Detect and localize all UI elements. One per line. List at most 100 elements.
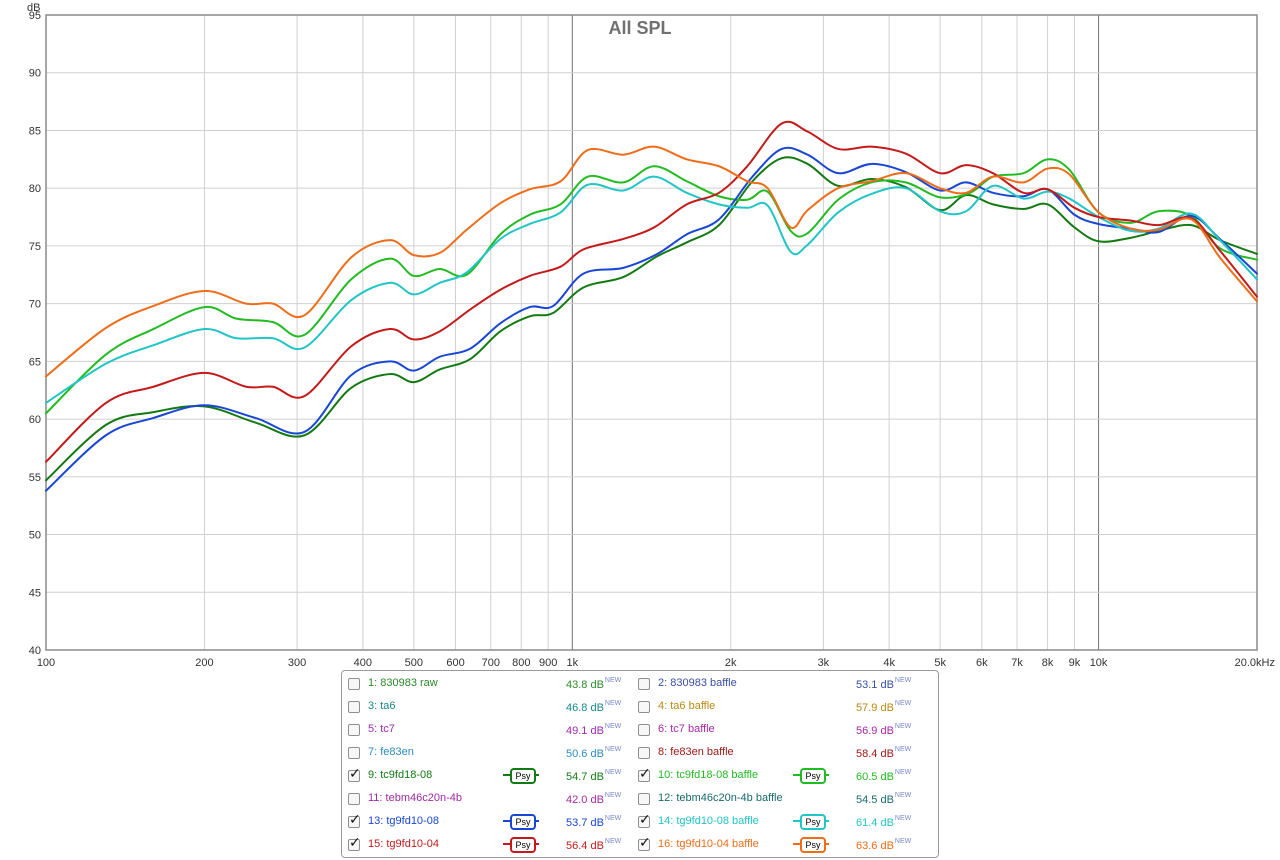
x-tick-label: 6k: [976, 657, 988, 669]
x-tick-label: 500: [405, 657, 423, 669]
y-tick-label: 50: [29, 530, 41, 542]
plot-frame: [45, 14, 1258, 651]
legend-label: 4: ta6 baffle: [658, 700, 716, 712]
legend-level-value: 46.8 dBNEW: [566, 700, 622, 714]
series-line-3: [45, 146, 1258, 492]
legend-checkbox[interactable]: [348, 793, 360, 805]
legend-item: ✓ 15: tg9fd10-04 Psy 56.4 dBNEW: [348, 835, 638, 860]
legend-checkbox[interactable]: ✓: [638, 766, 651, 782]
legend-level-value: 49.1 dBNEW: [566, 723, 622, 737]
legend-checkbox[interactable]: ✓: [348, 767, 361, 782]
series-line-1: [45, 156, 1258, 482]
legend-label: 3: ta6: [368, 700, 396, 712]
psy-smoothing-button[interactable]: Psy: [793, 814, 829, 830]
y-tick-label: 85: [29, 125, 41, 137]
psy-label: Psy: [510, 837, 536, 853]
series-line-5: [45, 120, 1258, 463]
psy-smoothing-button[interactable]: Psy: [793, 837, 829, 853]
series-line-6: [45, 145, 1258, 378]
legend-label: 2: 830983 baffle: [658, 677, 737, 689]
legend-checkbox[interactable]: [638, 701, 650, 713]
legend-checkbox[interactable]: [638, 724, 650, 736]
new-badge: NEW: [894, 677, 912, 684]
legend-item: 1: 830983 raw 43.8 dBNEW: [348, 676, 638, 699]
checkmark-icon: ✓: [349, 812, 361, 828]
x-tick-label: 2k: [725, 657, 737, 669]
y-tick-label: 95: [29, 10, 41, 22]
legend-level-value: 61.4 dBNEW: [856, 815, 912, 829]
legend-item: 4: ta6 baffle 57.9 dBNEW: [638, 699, 928, 722]
legend-item: 8: fe83en baffle 58.4 dBNEW: [638, 745, 928, 768]
new-badge: NEW: [604, 815, 622, 822]
x-tick-label: 10k: [1090, 657, 1108, 669]
y-tick-label: 90: [29, 68, 41, 80]
new-badge: NEW: [604, 769, 622, 776]
new-badge: NEW: [604, 723, 622, 730]
x-tick-label: 600: [446, 657, 464, 669]
chart-title: All SPL: [608, 18, 671, 38]
y-tick-label: 75: [29, 241, 41, 253]
legend-item: ✓ 13: tg9fd10-08 Psy 53.7 dBNEW: [348, 812, 638, 837]
legend-checkbox[interactable]: [638, 793, 650, 805]
x-tick-label: 4k: [883, 657, 895, 669]
psy-label: Psy: [510, 768, 536, 784]
legend-checkbox[interactable]: [638, 747, 650, 759]
legend-level-value: 58.4 dBNEW: [856, 746, 912, 760]
legend-level-value: 54.5 dBNEW: [856, 792, 912, 806]
legend-item: 3: ta6 46.8 dBNEW: [348, 699, 638, 722]
legend-level-value: 56.9 dBNEW: [856, 723, 912, 737]
x-tick-label: 20.0kHz: [1235, 657, 1275, 669]
x-tick-label: 5k: [934, 657, 946, 669]
legend-item: ✓ 9: tc9fd18-08 Psy 54.7 dBNEW: [348, 767, 638, 791]
x-tick-label: 400: [354, 657, 372, 669]
x-tick-label: 900: [539, 657, 557, 669]
new-badge: NEW: [604, 677, 622, 684]
new-badge: NEW: [604, 746, 622, 753]
x-tick-label: 1k: [566, 657, 578, 669]
x-tick-label: 3k: [818, 657, 830, 669]
y-tick-label: 65: [29, 356, 41, 368]
plot-area: [46, 15, 1257, 650]
checkmark-icon: ✓: [639, 766, 651, 782]
x-tick-label: 700: [482, 657, 500, 669]
legend-label: 11: tebm46c20n-4b: [368, 792, 462, 804]
legend-checkbox[interactable]: [348, 724, 360, 736]
psy-smoothing-button[interactable]: Psy: [793, 768, 829, 784]
legend-checkbox[interactable]: ✓: [638, 812, 651, 828]
x-tick-label: 200: [195, 657, 213, 669]
legend-checkbox[interactable]: [348, 678, 360, 690]
legend-label: 6: tc7 baffle: [658, 723, 715, 735]
psy-smoothing-button[interactable]: Psy: [503, 814, 539, 830]
x-tick-label: 9k: [1069, 657, 1081, 669]
legend-label: 10: tc9fd18-08 baffle: [658, 769, 759, 781]
legend-checkbox[interactable]: [348, 747, 360, 759]
psy-smoothing-button[interactable]: Psy: [503, 768, 539, 784]
legend-item: ✓ 14: tg9fd10-08 baffle Psy 61.4 dBNEW: [638, 812, 928, 837]
y-axis-label: dB: [27, 2, 40, 14]
psy-smoothing-button[interactable]: Psy: [503, 837, 539, 853]
legend-label: 14: tg9fd10-08 baffle: [658, 815, 759, 827]
legend-checkbox[interactable]: [638, 678, 650, 690]
legend-level-value: 53.7 dBNEW: [566, 815, 622, 829]
new-badge: NEW: [894, 792, 912, 799]
y-tick-label: 70: [29, 299, 41, 311]
x-tick-label: 8k: [1042, 657, 1054, 669]
legend-checkbox[interactable]: ✓: [348, 812, 361, 828]
x-tick-label: 800: [512, 657, 530, 669]
y-tick-label: 80: [29, 183, 41, 195]
legend-checkbox[interactable]: ✓: [638, 836, 651, 851]
new-badge: NEW: [894, 815, 912, 822]
legend-item: 6: tc7 baffle 56.9 dBNEW: [638, 722, 928, 745]
legend-level-value: 54.7 dBNEW: [566, 769, 622, 783]
legend-level-value: 60.5 dBNEW: [856, 769, 912, 783]
psy-label: Psy: [800, 837, 826, 853]
checkmark-icon: ✓: [639, 812, 651, 828]
x-tick-label: 300: [288, 657, 306, 669]
legend-level-value: 56.4 dBNEW: [566, 838, 622, 852]
legend-checkbox[interactable]: [348, 701, 360, 713]
checkmark-icon: ✓: [349, 835, 361, 851]
legend-checkbox[interactable]: ✓: [348, 835, 361, 851]
new-badge: NEW: [894, 746, 912, 753]
legend-label: 12: tebm46c20n-4b baffle: [658, 792, 783, 804]
new-badge: NEW: [604, 838, 622, 845]
